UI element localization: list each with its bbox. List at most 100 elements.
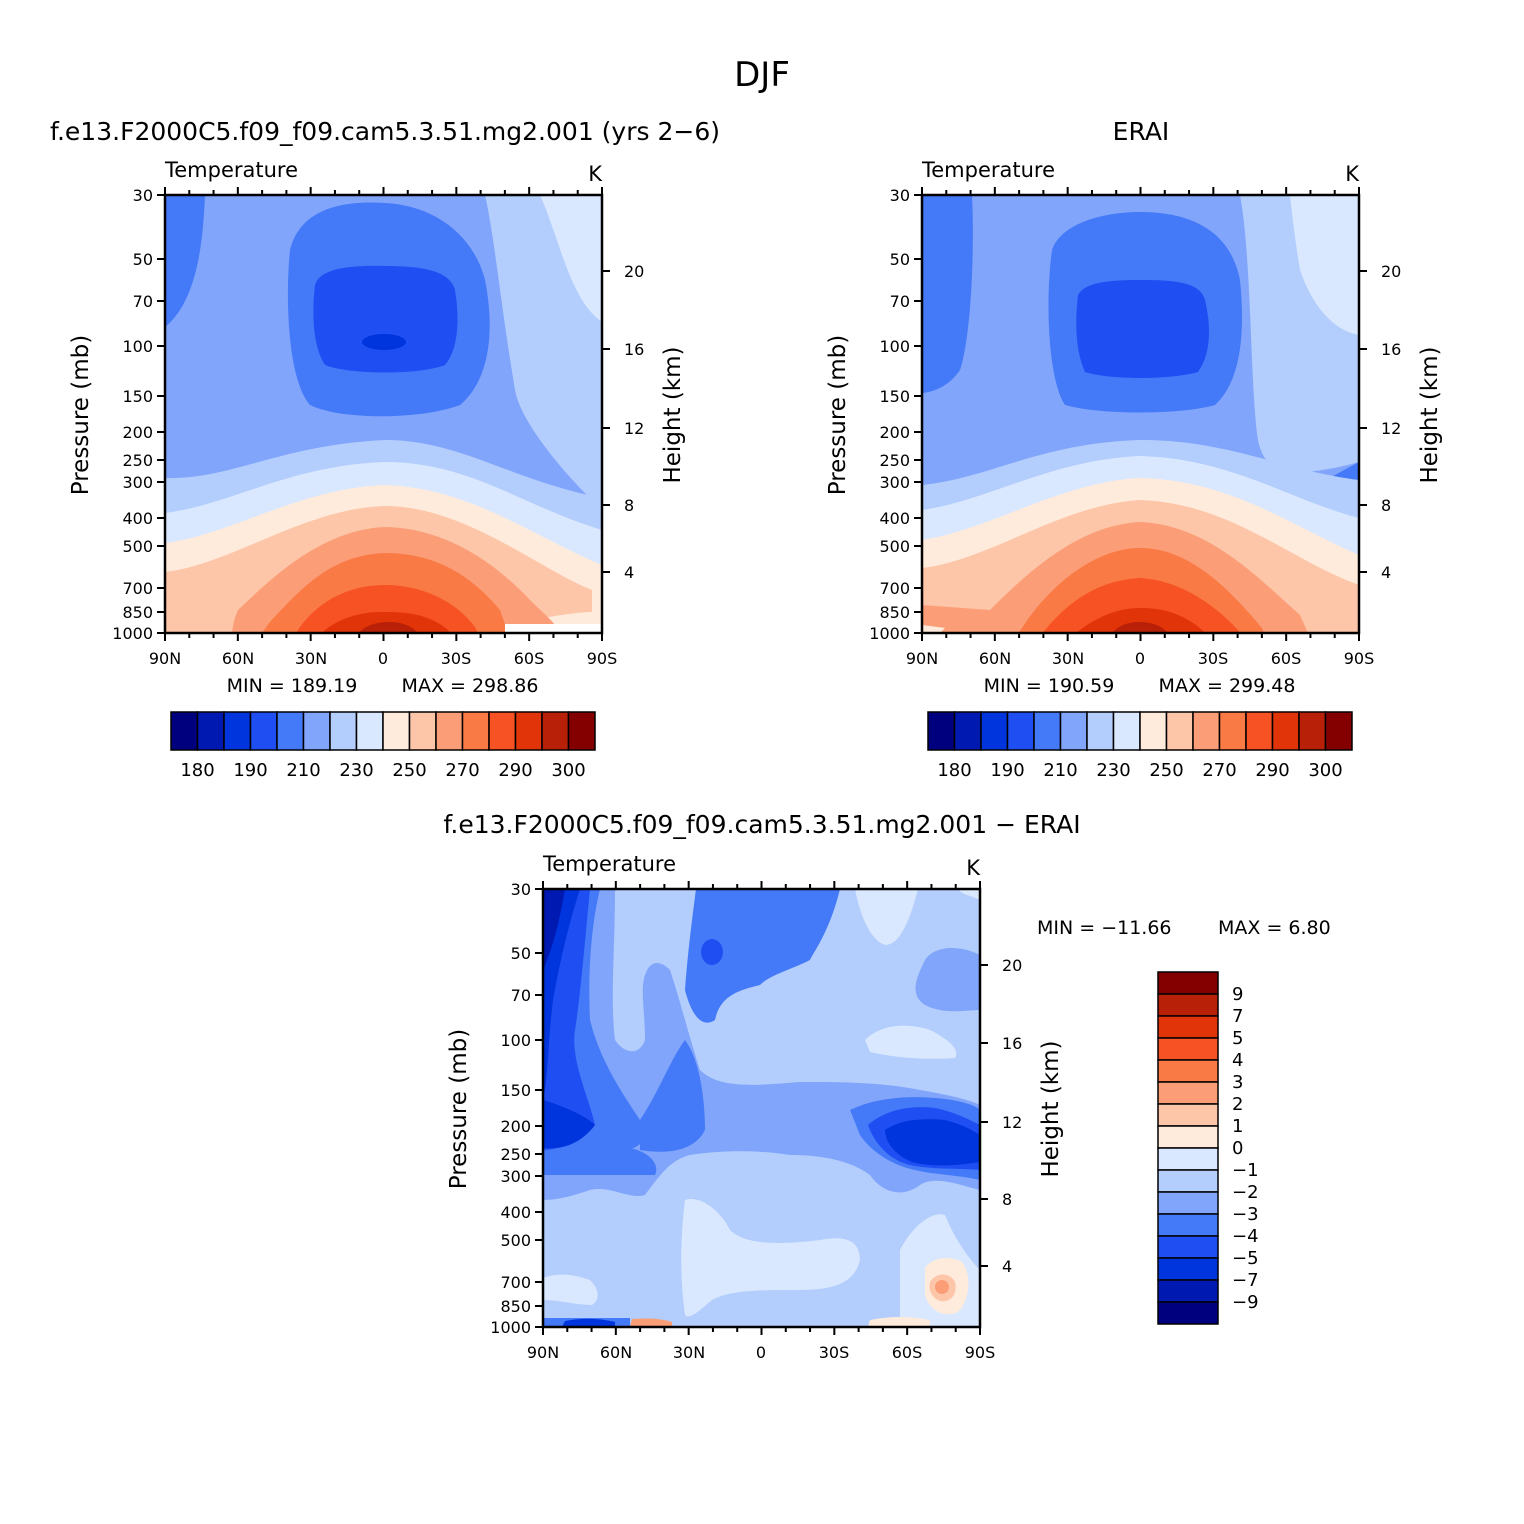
y-tick-label: 300 <box>122 473 153 492</box>
y-tick-label: 700 <box>122 579 153 598</box>
y-tick-label: 850 <box>879 603 910 622</box>
contour-band <box>922 625 945 633</box>
min-label: MIN = 189.19 <box>227 675 358 697</box>
y-right-tick-label: 16 <box>624 340 644 359</box>
contour-band <box>1112 622 1168 633</box>
colorbar-label: −2 <box>1232 1182 1259 1203</box>
panel-difference: f.e13.F2000C5.f09_f09.cam5.3.51.mg2.001 … <box>443 810 1330 1362</box>
max-label: MAX = 6.80 <box>1218 917 1331 939</box>
x-tick-label: 90N <box>527 1343 559 1362</box>
figure-title: DJF <box>734 55 790 95</box>
colorbar-box <box>1157 1015 1219 1039</box>
colorbar-box <box>1157 1081 1219 1105</box>
contour-band <box>543 1148 657 1175</box>
y-tick-label: 30 <box>890 186 910 205</box>
colorbar-box <box>1112 711 1141 751</box>
colorbar-label: 230 <box>1096 760 1130 781</box>
colorbar-box <box>249 711 278 751</box>
colorbar-label: 2 <box>1232 1094 1243 1115</box>
colorbar-box <box>223 711 252 751</box>
y-tick-label: 1000 <box>112 624 153 643</box>
contour-band <box>685 889 840 1023</box>
y-right-tick-label: 20 <box>624 262 644 281</box>
y-tick-label: 1000 <box>869 624 910 643</box>
colorbar-label: 7 <box>1232 1006 1243 1027</box>
y-tick-label: 1000 <box>490 1318 531 1337</box>
colorbar-box <box>382 711 411 751</box>
y-tick-label: 150 <box>879 387 910 406</box>
colorbar-box <box>329 711 358 751</box>
colorbar-box <box>1157 1213 1219 1237</box>
contour-band <box>1042 578 1240 633</box>
colorbar-label: −7 <box>1232 1270 1259 1291</box>
y-tick-label: 100 <box>879 337 910 356</box>
colorbar-box <box>980 711 1009 751</box>
y-tick-label: 100 <box>500 1031 531 1050</box>
contour-band <box>543 889 565 970</box>
colorbar-label: 180 <box>937 760 971 781</box>
panel-model: f.e13.F2000C5.f09_f09.cam5.3.51.mg2.001 … <box>50 117 720 781</box>
colorbar-label: 180 <box>180 760 214 781</box>
colorbar-label: −4 <box>1232 1226 1259 1247</box>
colorbar-box <box>1157 971 1219 995</box>
y-tick-label: 300 <box>879 473 910 492</box>
colorbar-box <box>302 711 331 751</box>
y-tick-label: 50 <box>133 250 153 269</box>
colorbar-box <box>1157 1279 1219 1303</box>
x-tick-label: 30N <box>295 649 327 668</box>
colorbar-box <box>1006 711 1035 751</box>
colorbar-label: 270 <box>445 760 479 781</box>
y-tick-label: 150 <box>122 387 153 406</box>
x-tick-label: 30S <box>819 1343 850 1362</box>
contour-band <box>313 265 458 373</box>
x-tick-label: 30S <box>441 649 472 668</box>
x-tick-label: 90S <box>587 649 618 668</box>
y-tick-label: 250 <box>879 451 910 470</box>
y-tick-label: 300 <box>500 1167 531 1186</box>
y-tick-label: 200 <box>879 423 910 442</box>
y-tick-label: 500 <box>879 537 910 556</box>
colorbar-box <box>1157 1037 1219 1061</box>
colorbar-box <box>1298 711 1327 751</box>
colorbar-box <box>1157 1191 1219 1215</box>
axes: 30 50 70 100 150 200 250 300 400 500 700 850 1000 20 1… <box>446 880 1064 1362</box>
contour-band <box>358 622 418 633</box>
colorbar-label: 300 <box>551 760 585 781</box>
contour-band <box>540 195 602 322</box>
units-label: K <box>588 162 603 186</box>
colorbar-box <box>953 711 982 751</box>
y-tick-label: 70 <box>511 986 531 1005</box>
y-right-tick-label: 20 <box>1002 956 1022 975</box>
y-right-axis-label: Height (km) <box>660 346 686 483</box>
min-label: MIN = −11.66 <box>1037 917 1172 939</box>
contour-band <box>543 1100 595 1149</box>
colorbar-label: 300 <box>1308 760 1342 781</box>
colorbar-box <box>196 711 225 751</box>
y-tick-label: 400 <box>122 509 153 528</box>
contour-field <box>922 195 1359 633</box>
x-tick-label: 90N <box>149 649 181 668</box>
y-right-axis-label: Height (km) <box>1038 1040 1064 1177</box>
contour-band <box>165 195 205 327</box>
x-tick-label: 30N <box>673 1343 705 1362</box>
colorbar-box <box>170 711 199 751</box>
min-label: MIN = 190.59 <box>984 675 1115 697</box>
x-tick-label: 60S <box>892 1343 923 1362</box>
x-tick-label: 30N <box>1052 649 1084 668</box>
colorbar-label: 270 <box>1202 760 1236 781</box>
y-right-tick-label: 12 <box>1381 419 1401 438</box>
colorbar-label: 9 <box>1232 984 1243 1005</box>
colorbar-label: −1 <box>1232 1160 1259 1181</box>
y-right-tick-label: 20 <box>1381 262 1401 281</box>
x-tick-label: 60N <box>979 649 1011 668</box>
colorbar-label: 190 <box>990 760 1024 781</box>
panel-title: f.e13.F2000C5.f09_f09.cam5.3.51.mg2.001 … <box>443 810 1080 839</box>
colorbar-box <box>1157 993 1219 1017</box>
x-tick-label: 90S <box>1344 649 1375 668</box>
colorbar: 180 190 210 230 250 270 290 300 <box>170 711 596 781</box>
y-tick-label: 850 <box>500 1297 531 1316</box>
y-right-tick-label: 16 <box>1381 340 1401 359</box>
colorbar-label: 210 <box>1043 760 1077 781</box>
colorbar-label: 290 <box>1255 760 1289 781</box>
axes: 30 50 70 100 150 200 250 300 400 500 700 850 1000 20 1… <box>68 186 686 668</box>
